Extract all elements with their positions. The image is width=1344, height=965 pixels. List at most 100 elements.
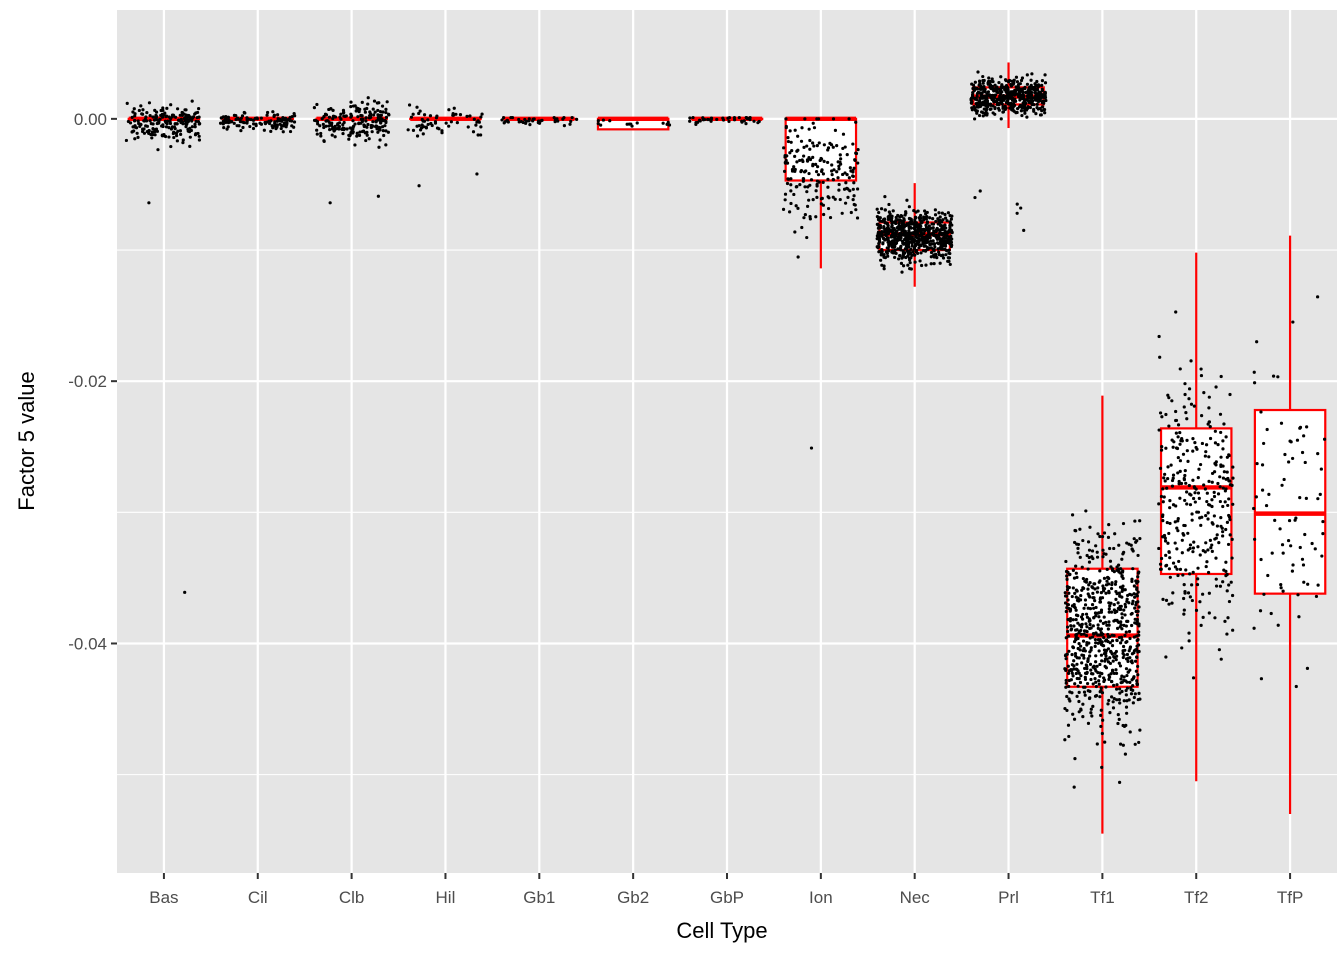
data-point-nec (893, 242, 896, 245)
data-point-tf1 (1083, 667, 1086, 670)
data-point-tf1 (1075, 663, 1078, 666)
data-point-nec (930, 262, 933, 265)
data-point-nec (892, 246, 895, 249)
data-point-tf1 (1119, 567, 1122, 570)
data-point-nec (913, 260, 916, 263)
data-point-cil (280, 127, 283, 130)
data-point-tf1 (1085, 625, 1088, 628)
data-point-bas (153, 119, 156, 122)
data-point-ion (802, 154, 805, 157)
data-point-tf2 (1207, 455, 1210, 458)
data-point-ion (846, 196, 849, 199)
data-point-tfp (1304, 461, 1307, 464)
data-point-ion (856, 216, 859, 219)
data-point-nec (949, 263, 952, 266)
data-point-gb1 (533, 117, 536, 120)
data-point-tf1 (1136, 594, 1139, 597)
data-point-cil (283, 118, 286, 121)
data-point-nec (937, 219, 940, 222)
data-point-tf1 (1136, 554, 1139, 557)
data-point-bas (151, 133, 154, 136)
data-point-bas (156, 130, 159, 133)
data-point-nec (931, 242, 934, 245)
data-point-nec (946, 234, 949, 237)
data-point-prl (1020, 109, 1023, 112)
data-point-ion (835, 170, 838, 173)
data-point-tf2 (1228, 518, 1231, 521)
data-point-prl (998, 88, 1001, 91)
data-point-tf1 (1108, 635, 1111, 638)
data-point-tf1 (1137, 630, 1140, 633)
data-point-tf1 (1081, 613, 1084, 616)
data-point-tf2 (1184, 469, 1187, 472)
data-point-gbp (691, 116, 694, 119)
data-point-tf2 (1208, 420, 1211, 423)
data-point-ion (832, 117, 835, 120)
data-point-tf1 (1094, 606, 1097, 609)
data-point-hil (456, 121, 459, 124)
data-point-ion (809, 158, 812, 161)
data-point-tf1 (1132, 701, 1135, 704)
data-point-tf2 (1183, 474, 1186, 477)
data-point-bas (148, 101, 151, 104)
data-point-tf1 (1116, 722, 1119, 725)
data-point-tf1 (1073, 682, 1076, 685)
data-point-nec (948, 230, 951, 233)
data-point-nec (893, 256, 896, 259)
data-point-clb (333, 115, 336, 118)
y-tick-label: 0.00 (74, 110, 107, 129)
data-point-clb (368, 116, 371, 119)
data-point-tf2 (1175, 526, 1178, 529)
data-point-prl (1005, 101, 1008, 104)
data-point-tf2 (1195, 609, 1198, 612)
data-point-tf1 (1126, 660, 1129, 663)
data-point-tf1 (1066, 625, 1069, 628)
data-point-tfp (1301, 558, 1304, 561)
data-point-bas (172, 132, 175, 135)
data-point-tf1 (1067, 724, 1070, 727)
data-point-ion (820, 197, 823, 200)
data-point-tf1 (1066, 653, 1069, 656)
data-point-tf1 (1063, 738, 1066, 741)
data-point-tf1 (1112, 684, 1115, 687)
data-point-tf1 (1119, 677, 1122, 680)
data-point-tfp (1297, 615, 1300, 618)
data-point-tf1 (1137, 698, 1140, 701)
data-point-tf1 (1065, 574, 1068, 577)
data-point-clb (372, 113, 375, 116)
data-point-tf2 (1157, 502, 1160, 505)
data-point-cil (252, 118, 255, 121)
data-point-clb (315, 129, 318, 132)
data-point-gb2 (626, 123, 629, 126)
data-point-hil (429, 122, 432, 125)
data-point-nec (935, 256, 938, 259)
data-point-ion (805, 236, 808, 239)
data-point-hil (445, 122, 448, 125)
data-point-tf1 (1134, 743, 1137, 746)
data-point-tf2 (1198, 497, 1201, 500)
data-point-ion (842, 133, 845, 136)
data-point-tf2 (1216, 482, 1219, 485)
data-point-prl (1016, 92, 1019, 95)
data-point-nec (909, 217, 912, 220)
data-point-clb (324, 125, 327, 128)
data-point-tf2 (1177, 456, 1180, 459)
data-point-prl (993, 113, 996, 116)
data-point-tf1 (1070, 628, 1073, 631)
data-point-clb (324, 113, 327, 116)
data-point-clb (349, 101, 352, 104)
data-point-nec (900, 262, 903, 265)
data-point-nec (888, 244, 891, 247)
data-point-cil (227, 121, 230, 124)
data-point-tf1 (1131, 612, 1134, 615)
data-point-tf2 (1185, 417, 1188, 420)
data-point-clb (361, 114, 364, 117)
data-point-tf1 (1113, 697, 1116, 700)
data-point-tf1 (1067, 603, 1070, 606)
data-point-tf2 (1230, 484, 1233, 487)
data-point-tf2 (1176, 519, 1179, 522)
data-point-tf2 (1204, 454, 1207, 457)
y-tick-label: -0.02 (68, 372, 107, 391)
data-point-tf2 (1181, 551, 1184, 554)
